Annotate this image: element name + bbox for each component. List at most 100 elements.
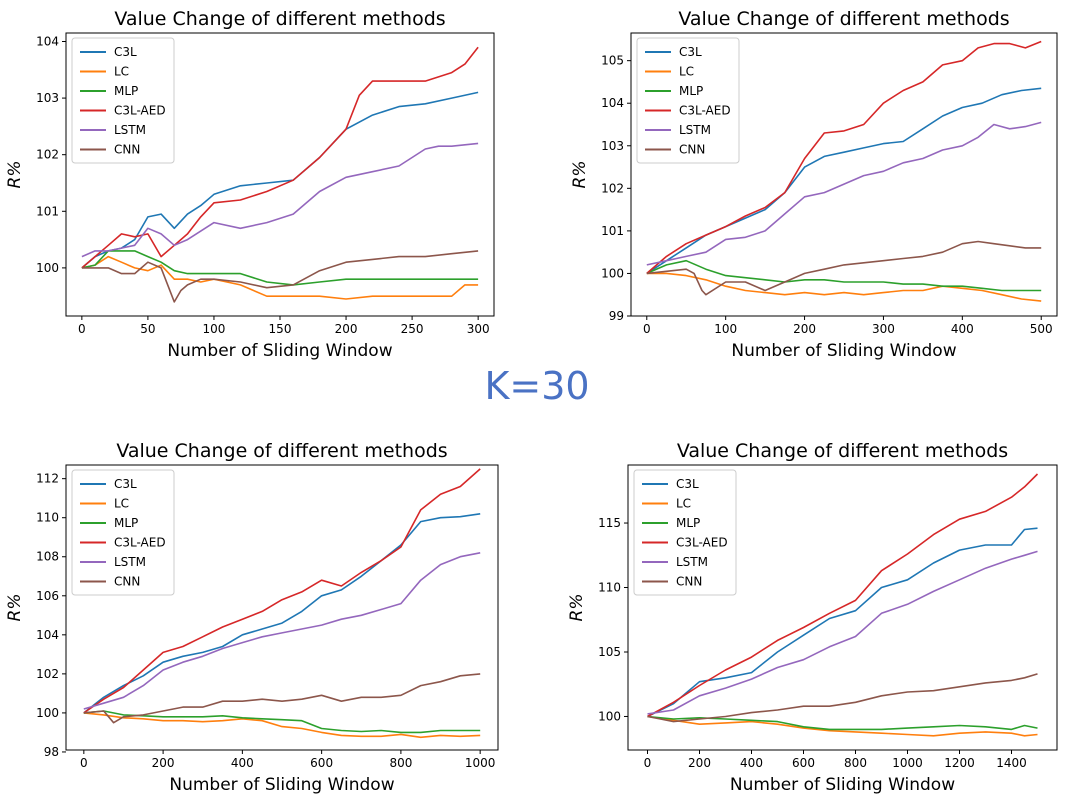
y-tick-label: 102 [36,667,59,681]
x-tick-label: 0 [78,322,86,336]
legend: C3L LC MLP C3L-AED LSTM CNN [636,37,740,164]
y-tick-label: 104 [601,96,624,110]
x-tick-label: 0 [643,322,651,336]
legend-label-cnn: CNN [676,575,702,589]
y-axis-label: R% [5,161,25,189]
y-tick-label: 104 [36,628,59,642]
y-tick-label: 100 [36,261,59,275]
series-line-c3l [647,527,1038,718]
legend-label-c3l-aed: C3L-AED [114,536,166,550]
series-line-cnn [646,240,1042,296]
x-tick-label: 200 [335,322,358,336]
chart-panel-3: Value Change of different methods 0 200 400… [5,440,499,795]
chart-title: Value Change of different methods [678,8,1009,30]
legend-label-lstm: LSTM [114,555,146,569]
x-tick-label: 0 [644,756,652,770]
y-tick-label: 106 [36,589,59,603]
legend-label-lc: LC [114,65,129,79]
x-tick-label: 100 [714,322,737,336]
series-line-lc [646,272,1042,302]
y-tick-label: 100 [36,706,59,720]
x-tick-label: 500 [1030,322,1053,336]
legend-box [633,469,737,596]
x-tick-label: 400 [231,756,254,770]
y-axis-label: R% [567,594,587,622]
legend-label-cnn: CNN [114,143,140,157]
legend-box [636,37,740,164]
x-tick-label: 200 [793,322,816,336]
y-axis-label: R% [5,594,25,622]
y-axis-label: R% [570,161,590,189]
y-tick-label: 100 [598,709,621,723]
series-line-c3l [81,91,479,269]
y-tick-label: 101 [601,224,624,238]
x-tick-label: 1400 [996,756,1027,770]
x-tick-label: 200 [688,756,711,770]
y-tick-label: 102 [36,148,59,162]
x-tick-label: 100 [202,322,225,336]
legend-label-mlp: MLP [676,516,700,530]
series-line-mlp [83,710,481,734]
y-tick-label: 105 [601,54,624,68]
chart-panel-2: Value Change of different methods 0 100 200… [570,8,1058,361]
chart-panel-1: Value Change of different methods 0 50 100 1… [5,8,495,361]
legend-label-cnn: CNN [114,575,140,589]
y-tick-label: 105 [598,645,621,659]
series-line-lc [83,712,481,739]
x-tick-label: 1000 [892,756,923,770]
x-tick-label: 400 [951,322,974,336]
legend-label-c3l: C3L [114,477,137,491]
y-tick-label: 101 [36,204,59,218]
series-line-c3l [83,513,481,714]
legend-label-c3l: C3L [114,45,137,59]
y-tick-label: 98 [44,745,59,759]
y-tick-label: 103 [36,91,59,105]
y-tick-label: 102 [601,181,624,195]
legend: C3L LC MLP C3L-AED LSTM CNN [71,469,175,596]
x-tick-label: 50 [140,322,155,336]
k-value-label: K=30 [484,364,590,408]
plot-frame [65,464,499,751]
series-line-lstm [81,142,479,258]
legend-box [71,469,175,596]
legend-label-cnn: CNN [679,143,705,157]
series-line-mlp [646,259,1042,292]
x-tick-label: 150 [269,322,292,336]
legend-label-c3l-aed: C3L-AED [679,104,731,118]
x-tick-label: 0 [80,756,88,770]
series-line-lstm [647,550,1038,715]
series-line-mlp [81,250,479,286]
series-line-lc [647,715,1038,737]
x-tick-label: 800 [844,756,867,770]
y-tick-label: 110 [598,581,621,595]
series-line-lstm [83,552,481,710]
x-tick-label: 250 [401,322,424,336]
chart-title: Value Change of different methods [677,440,1008,462]
chart-title: Value Change of different methods [114,8,445,30]
legend-label-c3l-aed: C3L-AED [114,104,166,118]
chart-panel-4: Value Change of different methods 0 200 400… [567,440,1058,795]
x-axis-label: Number of Sliding Window [730,775,955,795]
legend-label-lstm: LSTM [679,123,711,137]
y-tick-label: 108 [36,550,59,564]
legend-label-c3l: C3L [676,477,699,491]
y-tick-label: 115 [598,516,621,530]
series-line-c3l-aed [647,473,1039,718]
x-axis-label: Number of Sliding Window [167,341,392,361]
legend-label-c3l: C3L [679,45,702,59]
legend-label-lc: LC [676,497,691,511]
x-tick-label: 300 [467,322,490,336]
legend-label-mlp: MLP [114,516,138,530]
x-tick-label: 300 [872,322,895,336]
x-tick-label: 1200 [944,756,975,770]
legend-label-mlp: MLP [114,84,138,98]
series-line-mlp [647,715,1038,731]
y-tick-label: 103 [601,139,624,153]
legend-label-lstm: LSTM [676,555,708,569]
plot-frame [630,32,1058,317]
y-tick-label: 100 [601,266,624,280]
legend: C3L LC MLP C3L-AED LSTM CNN [633,469,737,596]
x-axis-label: Number of Sliding Window [731,341,956,361]
legend-label-mlp: MLP [679,84,703,98]
